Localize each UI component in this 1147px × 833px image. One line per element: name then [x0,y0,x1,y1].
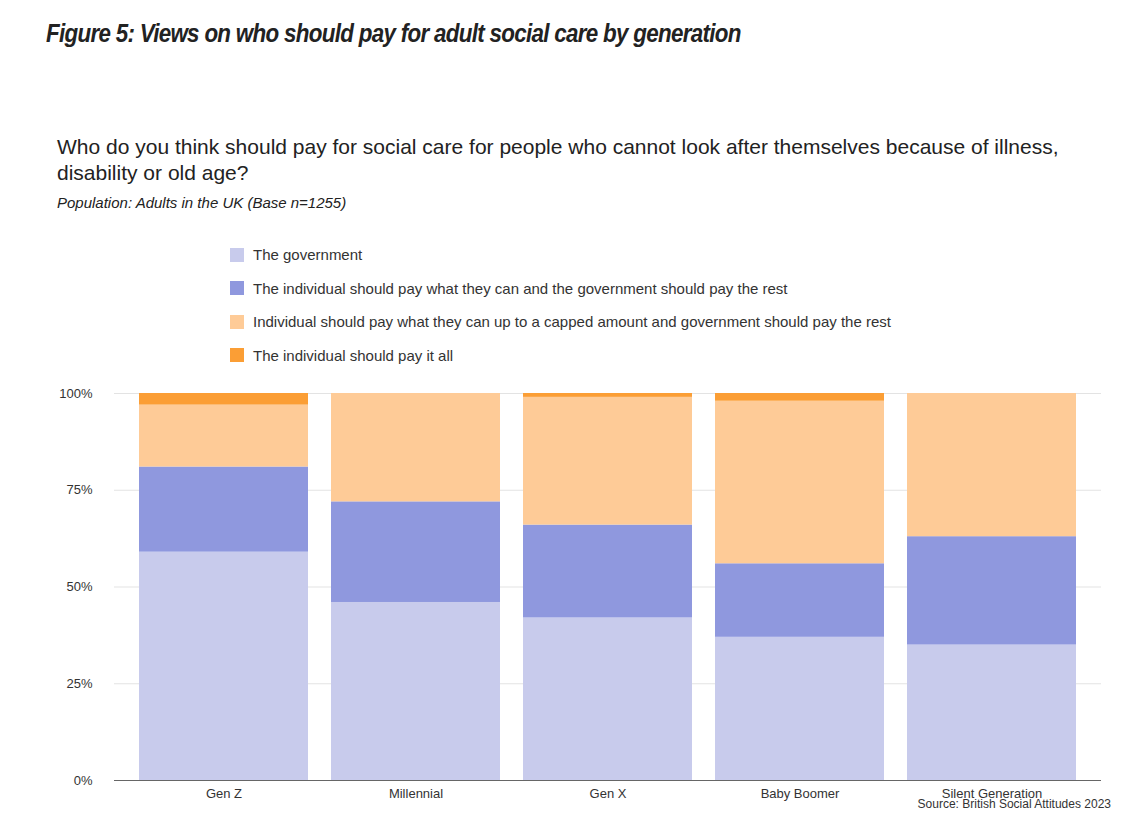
svg-text:Gen X: Gen X [590,786,627,801]
html-text:Figure 5: Views on who should: Figure 5: Views on who should pay for ad… [46,18,741,48]
html-text:The individual should pay what: The individual should pay what they can … [253,279,788,297]
svg-text:Silent Generation: Silent Generation [941,785,1043,801]
html-text:The government: The government [253,246,363,264]
svg-text:0%: 0% [74,773,93,788]
svg-text:75%: 75% [66,482,92,497]
html-text:The individual should pay it a: The individual should pay it all [253,346,454,364]
svg-text:Millennial: Millennial [389,786,443,801]
html-text:Source: British Social Attitud: Source: British Social Attitudes 2023 [917,797,1111,811]
svg-text:50%: 50% [66,579,92,594]
svg-text:Gen Z: Gen Z [206,786,242,801]
svg-text:25%: 25% [66,676,92,691]
html-text:Population: Adults in the UK (: Population: Adults in the UK (Base n=125… [57,194,347,211]
html-text:Who do you think should pay fo: Who do you think should pay for social c… [57,135,1059,184]
svg-text:100%: 100% [59,386,93,401]
html-text:Individual should pay what the: Individual should pay what they can up t… [253,313,891,331]
svg-text:Baby Boomer: Baby Boomer [761,786,840,801]
